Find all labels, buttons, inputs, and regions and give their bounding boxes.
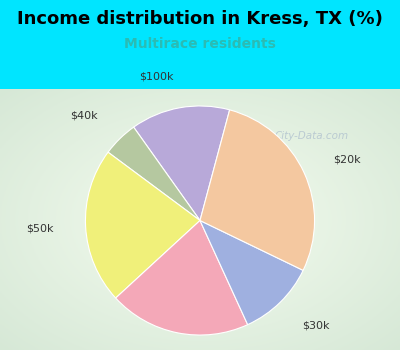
Text: City-Data.com: City-Data.com — [275, 131, 349, 141]
Text: $50k: $50k — [26, 223, 54, 233]
Text: Income distribution in Kress, TX (%): Income distribution in Kress, TX (%) — [17, 10, 383, 28]
Wedge shape — [134, 106, 230, 220]
Text: Multirace residents: Multirace residents — [124, 37, 276, 51]
Text: $20k: $20k — [333, 154, 361, 164]
Text: $30k: $30k — [302, 320, 330, 330]
Wedge shape — [86, 152, 200, 298]
Wedge shape — [200, 110, 314, 270]
Text: $40k: $40k — [70, 111, 98, 121]
Wedge shape — [116, 220, 248, 335]
Wedge shape — [108, 127, 200, 220]
Text: $100k: $100k — [140, 71, 174, 81]
Wedge shape — [200, 220, 303, 325]
